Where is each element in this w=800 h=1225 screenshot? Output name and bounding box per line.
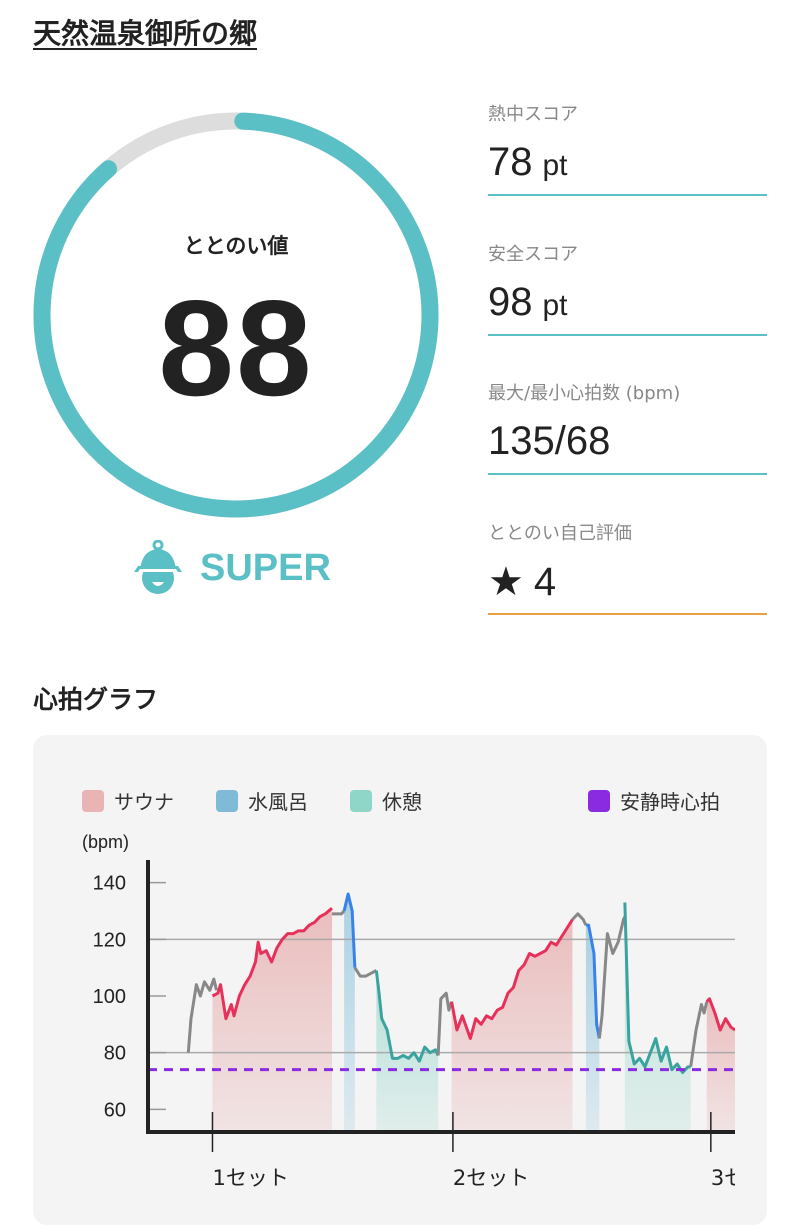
legend-cold-bath: 水風呂 bbox=[216, 786, 308, 815]
legend-swatch bbox=[588, 789, 610, 812]
stat-number: 98 bbox=[488, 280, 533, 324]
score-ring bbox=[33, 112, 439, 518]
sauna-hat-icon bbox=[134, 540, 182, 594]
stat-heat-score: 熱中スコア 78 pt bbox=[488, 100, 767, 196]
stat-self-rating: ととのい自己評価 ★ 4 bbox=[488, 519, 767, 615]
legend-label: 水風呂 bbox=[248, 790, 308, 814]
stat-label: ととのい自己評価 bbox=[488, 523, 632, 544]
stat-value: ★ 4 bbox=[488, 559, 556, 605]
stat-label: 最大/最小心拍数 (bpm) bbox=[488, 383, 681, 404]
stat-label: 安全スコア bbox=[488, 244, 578, 265]
star-icon: ★ bbox=[488, 560, 524, 604]
legend-sauna: サウナ bbox=[82, 786, 174, 815]
stat-label: 熱中スコア bbox=[488, 104, 578, 125]
facility-title: 天然温泉御所の郷 bbox=[33, 17, 258, 50]
stat-number: 78 bbox=[488, 140, 533, 184]
stat-heart-rate: 最大/最小心拍数 (bpm) 135/68 bbox=[488, 379, 767, 475]
stat-value: 135/68 bbox=[488, 419, 611, 463]
legend-swatch bbox=[82, 789, 104, 812]
stat-unit: pt bbox=[542, 149, 568, 182]
score-value: 88 bbox=[158, 272, 314, 424]
stat-number: 4 bbox=[533, 560, 557, 604]
legend-label: サウナ bbox=[114, 790, 174, 814]
legend-resting-hr: 安静時心拍 bbox=[588, 786, 720, 815]
rank-text: SUPER bbox=[200, 546, 331, 589]
legend-swatch bbox=[216, 789, 238, 812]
legend-rest: 休憩 bbox=[350, 786, 422, 815]
stat-safety-score: 安全スコア 98 pt bbox=[488, 240, 767, 336]
legend-label: 休憩 bbox=[382, 790, 422, 814]
section-title: 心拍グラフ bbox=[33, 685, 159, 714]
stat-unit: pt bbox=[542, 289, 568, 322]
score-ring-progress bbox=[33, 112, 439, 518]
stat-value: 78 pt bbox=[488, 140, 568, 185]
stat-value: 98 pt bbox=[488, 280, 568, 325]
rank-badge: SUPER bbox=[130, 540, 331, 596]
legend-label: 安静時心拍 bbox=[620, 790, 720, 814]
score-label: ととのい値 bbox=[183, 234, 289, 258]
legend-swatch bbox=[350, 789, 372, 812]
